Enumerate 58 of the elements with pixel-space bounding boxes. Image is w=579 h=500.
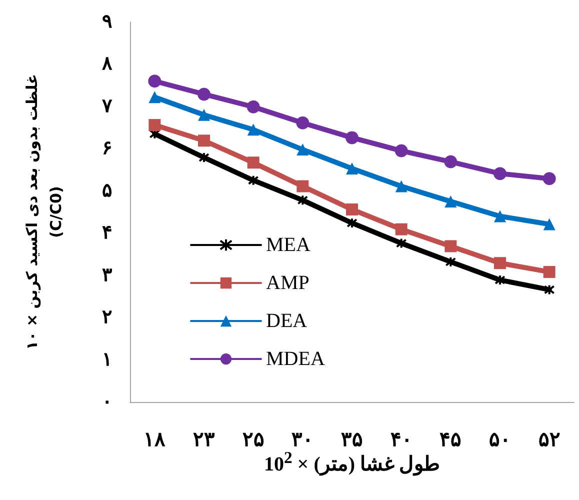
point xyxy=(395,180,408,192)
point xyxy=(297,194,308,206)
point xyxy=(444,155,458,168)
x-tick-label: ۴۵ xyxy=(440,429,462,451)
point xyxy=(394,144,408,158)
point xyxy=(395,223,408,236)
legend-label: MDEA xyxy=(266,348,326,370)
legend-label: DEA xyxy=(266,310,308,332)
x-tick-label: ۲۵ xyxy=(242,429,264,451)
point xyxy=(494,274,506,286)
x-tick-label: ۲۳ xyxy=(193,429,215,451)
point xyxy=(396,238,407,249)
y-tick-label: ۲ xyxy=(102,307,112,328)
point xyxy=(346,217,358,228)
point xyxy=(494,257,506,270)
point xyxy=(494,210,506,222)
point xyxy=(346,162,358,175)
y-tick-label: ۷ xyxy=(101,96,113,117)
point xyxy=(444,240,457,252)
point xyxy=(494,167,506,180)
legend-label: MEA xyxy=(266,234,311,256)
point xyxy=(247,156,260,169)
y-tick-label: ۵ xyxy=(102,180,112,202)
y-tick-label: ۱ xyxy=(102,349,112,370)
point xyxy=(247,124,260,136)
point xyxy=(198,108,210,121)
point xyxy=(296,180,309,192)
point xyxy=(445,256,456,268)
point xyxy=(542,172,556,186)
point xyxy=(198,152,210,164)
point xyxy=(148,74,162,88)
y-tick-label: ۰ xyxy=(102,392,112,412)
point xyxy=(444,195,457,208)
point xyxy=(544,284,555,296)
point xyxy=(296,144,309,156)
point xyxy=(198,88,210,101)
x-tick-label: ۱۸ xyxy=(144,429,166,451)
y-tick-label: ۳ xyxy=(102,264,113,286)
point xyxy=(346,203,358,216)
y-tick-label: ۸ xyxy=(101,54,113,75)
x-tick-label: ۴۰ xyxy=(390,429,412,451)
point xyxy=(198,134,210,147)
y-tick-label: ۴ xyxy=(102,222,112,244)
point xyxy=(148,119,161,132)
x-tick-label: ۵۰ xyxy=(489,429,511,451)
x-tick-label: ۳۵ xyxy=(341,429,363,451)
point xyxy=(148,91,161,104)
legend-label: AMP xyxy=(266,272,310,294)
x-tick-label: ۳۰ xyxy=(292,429,314,451)
point xyxy=(346,131,358,144)
x-tick-label: ۵۲ xyxy=(538,429,560,451)
point xyxy=(248,174,259,186)
point xyxy=(246,100,260,114)
point xyxy=(543,218,556,230)
y-tick-label: ۶ xyxy=(102,138,112,160)
point xyxy=(296,116,310,130)
point xyxy=(543,266,556,278)
y-tick-label: ۹ xyxy=(102,12,112,32)
